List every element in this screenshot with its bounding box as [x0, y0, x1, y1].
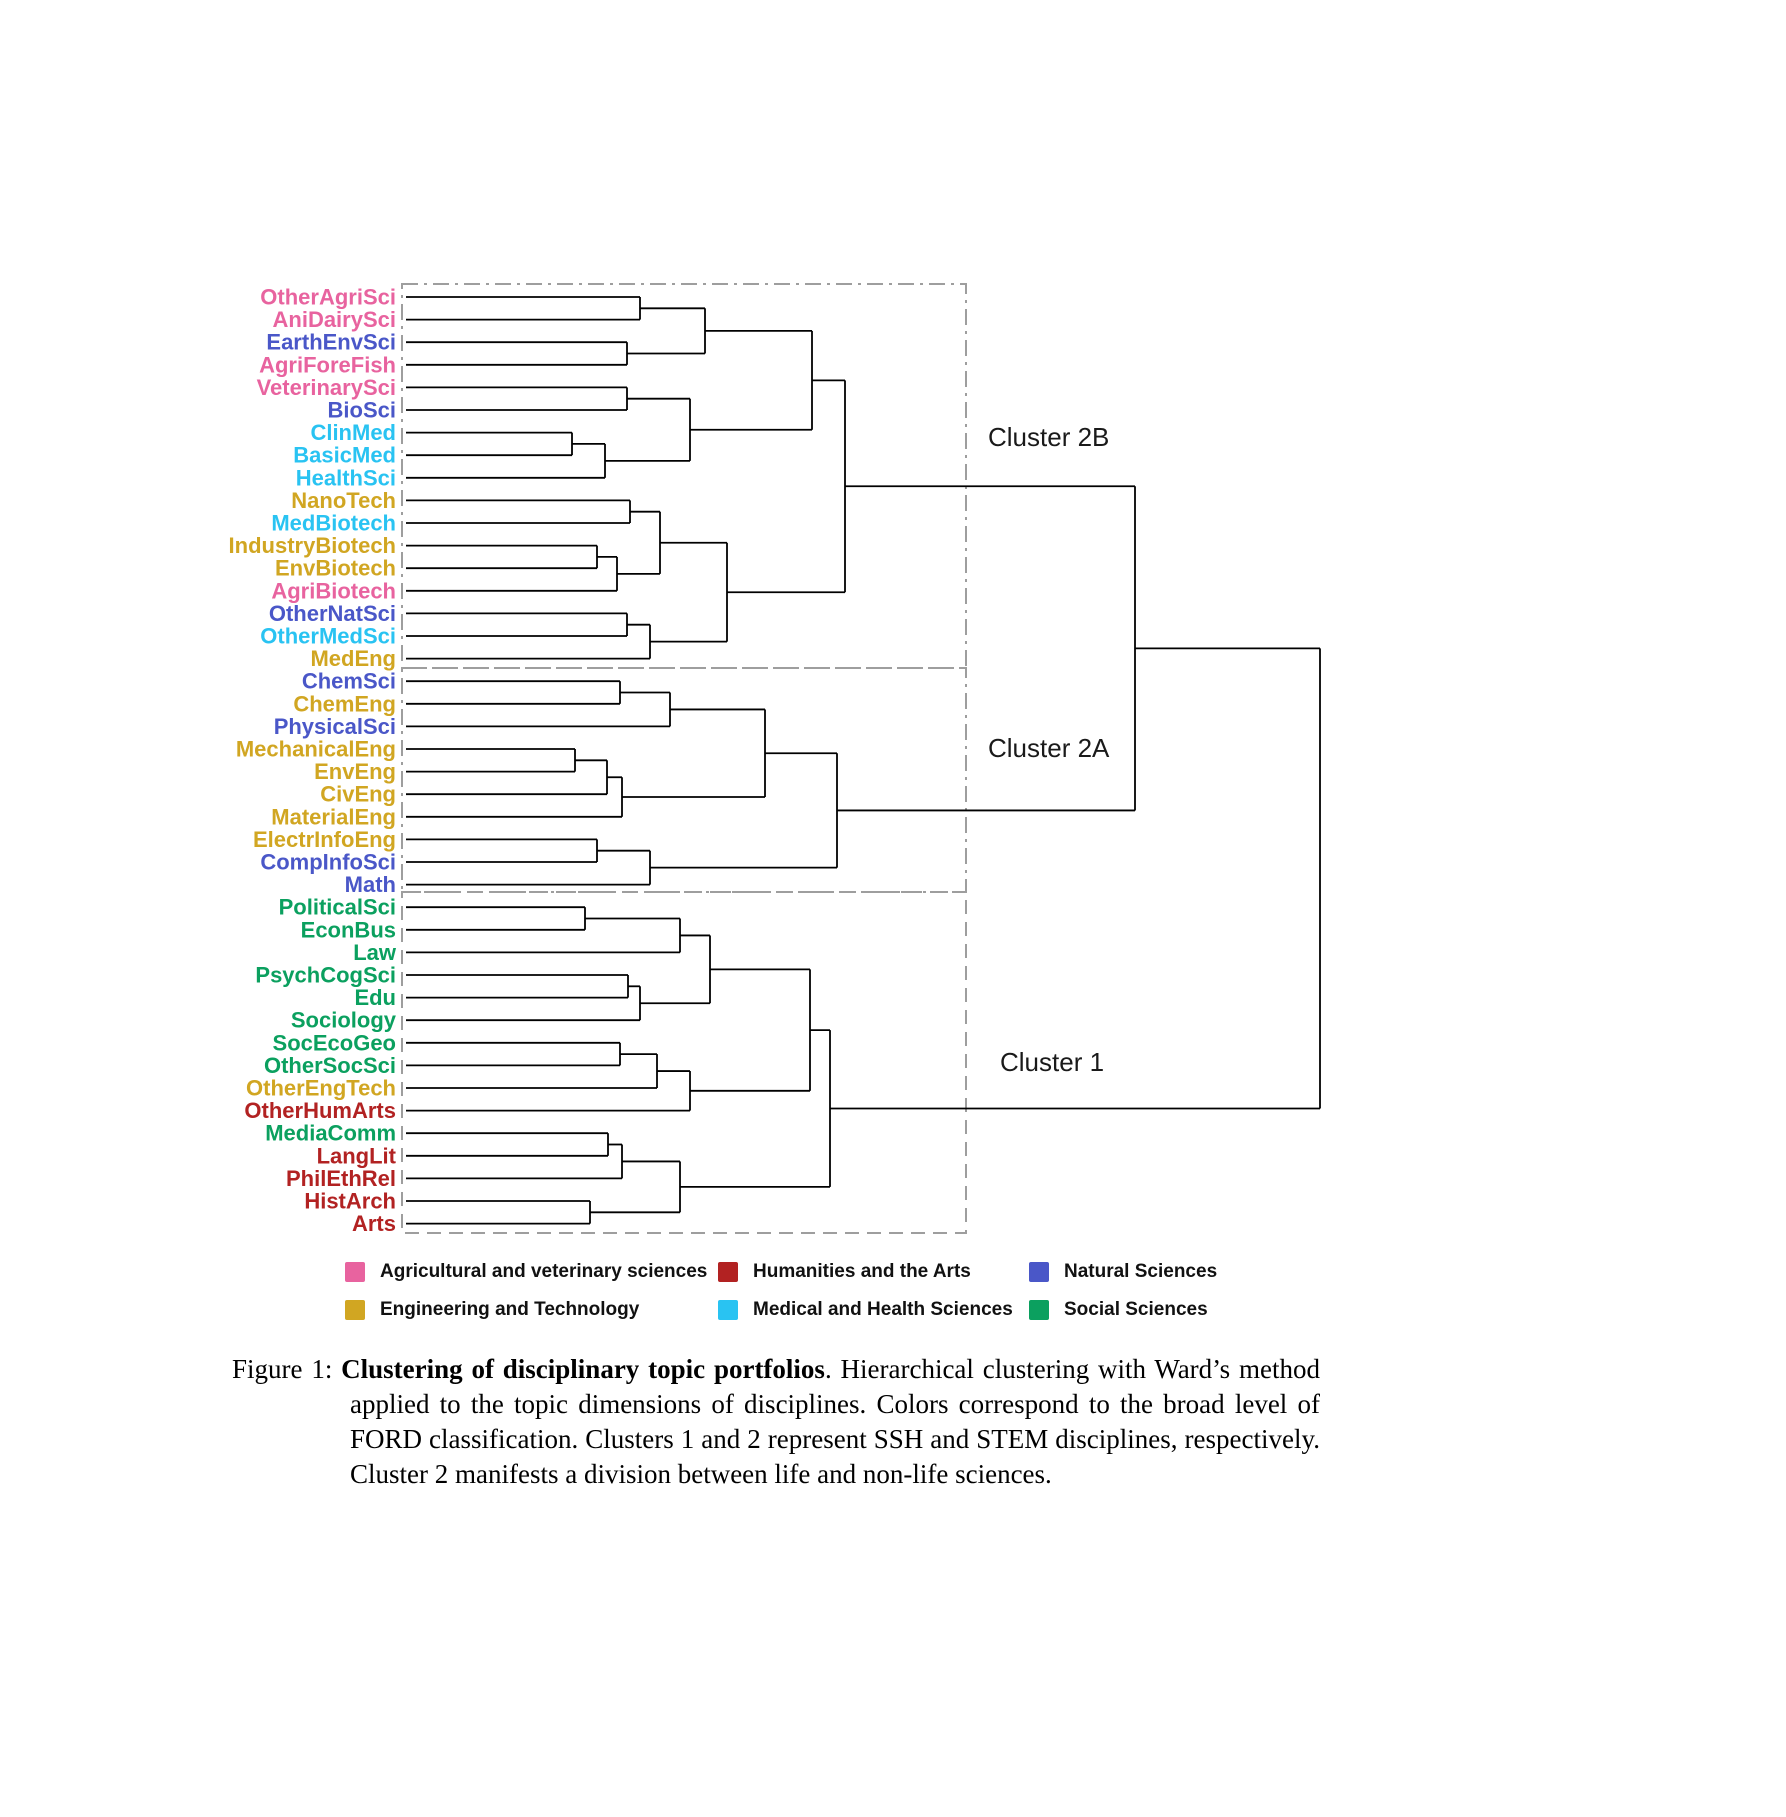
legend-row-2: Engineering and Technology Medical and H… — [345, 1291, 1217, 1329]
leaf-label-ClinMed: ClinMed — [310, 420, 396, 445]
cluster-box — [401, 283, 967, 669]
caption-title: Clustering of disciplinary topic portfol… — [341, 1354, 825, 1384]
leaf-label-OtherAgriSci: OtherAgriSci — [260, 285, 396, 310]
legend-item-agricultural: Agricultural and veterinary sciences — [345, 1261, 718, 1283]
legend-item-engineering: Engineering and Technology — [345, 1299, 718, 1321]
social-sciences-color-swatch — [1029, 1300, 1049, 1320]
leaf-label-LangLit: LangLit — [317, 1143, 397, 1168]
caption-body: . Hierarchical clustering with Ward’s me… — [350, 1354, 1320, 1489]
legend: Agricultural and veterinary sciences Hum… — [345, 1253, 1217, 1329]
leaf-label-ElectrInfoEng: ElectrInfoEng — [253, 827, 396, 852]
leaf-label-Math: Math — [345, 872, 396, 897]
leaf-label-CompInfoSci: CompInfoSci — [260, 850, 396, 875]
leaf-label-MedBiotech: MedBiotech — [271, 511, 396, 536]
legend-label-social-sciences: Social Sciences — [1064, 1299, 1208, 1320]
leaf-label-PhysicalSci: PhysicalSci — [274, 714, 396, 739]
leaf-label-HistArch: HistArch — [304, 1189, 396, 1214]
leaf-label-AgriBiotech: AgriBiotech — [271, 578, 396, 603]
leaf-label-Edu: Edu — [354, 985, 396, 1010]
leaf-label-HealthSci: HealthSci — [296, 465, 396, 490]
leaf-label-OtherMedSci: OtherMedSci — [260, 624, 396, 649]
leaf-label-IndustryBiotech: IndustryBiotech — [229, 533, 396, 558]
cluster-box — [401, 891, 967, 1234]
leaf-label-AniDairySci: AniDairySci — [273, 307, 397, 332]
leaf-label-OtherHumArts: OtherHumArts — [244, 1098, 396, 1123]
legend-item-natural-sciences: Natural Sciences — [1029, 1261, 1217, 1283]
leaf-label-SocEcoGeo: SocEcoGeo — [273, 1030, 396, 1055]
leaf-label-Arts: Arts — [352, 1211, 396, 1236]
legend-label-agricultural: Agricultural and veterinary sciences — [380, 1261, 708, 1282]
agricultural-color-swatch — [345, 1262, 365, 1282]
leaf-label-BasicMed: BasicMed — [293, 443, 396, 468]
cluster-label: Cluster 1 — [1000, 1047, 1104, 1077]
leaf-label-ChemSci: ChemSci — [302, 669, 396, 694]
cluster-label: Cluster 2B — [988, 422, 1109, 452]
leaf-label-Sociology: Sociology — [291, 1008, 397, 1033]
medical-color-swatch — [718, 1300, 738, 1320]
leaf-label-ChemEng: ChemEng — [293, 691, 396, 716]
leaf-label-MedEng: MedEng — [310, 646, 396, 671]
leaf-label-MediaComm: MediaComm — [265, 1121, 396, 1146]
leaf-label-MaterialEng: MaterialEng — [271, 804, 396, 829]
leaf-label-OtherNatSci: OtherNatSci — [269, 601, 396, 626]
leaf-label-OtherEngTech: OtherEngTech — [246, 1076, 396, 1101]
leaf-label-MechanicalEng: MechanicalEng — [236, 737, 396, 762]
leaf-label-EnvEng: EnvEng — [314, 759, 396, 784]
legend-row-1: Agricultural and veterinary sciences Hum… — [345, 1253, 1217, 1291]
legend-item-humanities: Humanities and the Arts — [718, 1261, 1029, 1283]
leaf-label-Law: Law — [353, 940, 397, 965]
dendrogram-canvas: Cluster 2B Cluster 2A Cluster 1 OtherAgriSc… — [229, 283, 1321, 1236]
leaf-label-EnvBiotech: EnvBiotech — [275, 556, 396, 581]
caption-figure-number: Figure 1: — [232, 1354, 342, 1384]
leaf-label-NanoTech: NanoTech — [291, 488, 396, 513]
legend-item-medical: Medical and Health Sciences — [718, 1299, 1029, 1321]
leaf-label-PsychCogSci: PsychCogSci — [255, 963, 396, 988]
engineering-color-swatch — [345, 1300, 365, 1320]
cluster-box — [401, 667, 967, 893]
cluster-label: Cluster 2A — [988, 733, 1110, 763]
leaf-label-PhilEthRel: PhilEthRel — [286, 1166, 396, 1191]
leaf-label-BioSci: BioSci — [328, 398, 396, 423]
legend-label-natural-sciences: Natural Sciences — [1064, 1261, 1218, 1282]
legend-label-engineering: Engineering and Technology — [380, 1299, 640, 1320]
legend-item-social-sciences: Social Sciences — [1029, 1299, 1217, 1321]
leaf-label-EarthEnvSci: EarthEnvSci — [266, 330, 396, 355]
leaf-label-AgriForeFish: AgriForeFish — [259, 352, 396, 377]
figure-caption: Figure 1: Clustering of disciplinary top… — [232, 1352, 1320, 1492]
legend-label-medical: Medical and Health Sciences — [753, 1299, 1013, 1320]
legend-label-humanities: Humanities and the Arts — [753, 1261, 971, 1282]
leaf-label-OtherSocSci: OtherSocSci — [264, 1053, 396, 1078]
humanities-color-swatch — [718, 1262, 738, 1282]
leaf-label-PoliticalSci: PoliticalSci — [279, 895, 396, 920]
natural-sciences-color-swatch — [1029, 1262, 1049, 1282]
leaf-label-VeterinarySci: VeterinarySci — [257, 375, 396, 400]
leaf-label-EconBus: EconBus — [301, 917, 396, 942]
leaf-label-CivEng: CivEng — [320, 782, 396, 807]
